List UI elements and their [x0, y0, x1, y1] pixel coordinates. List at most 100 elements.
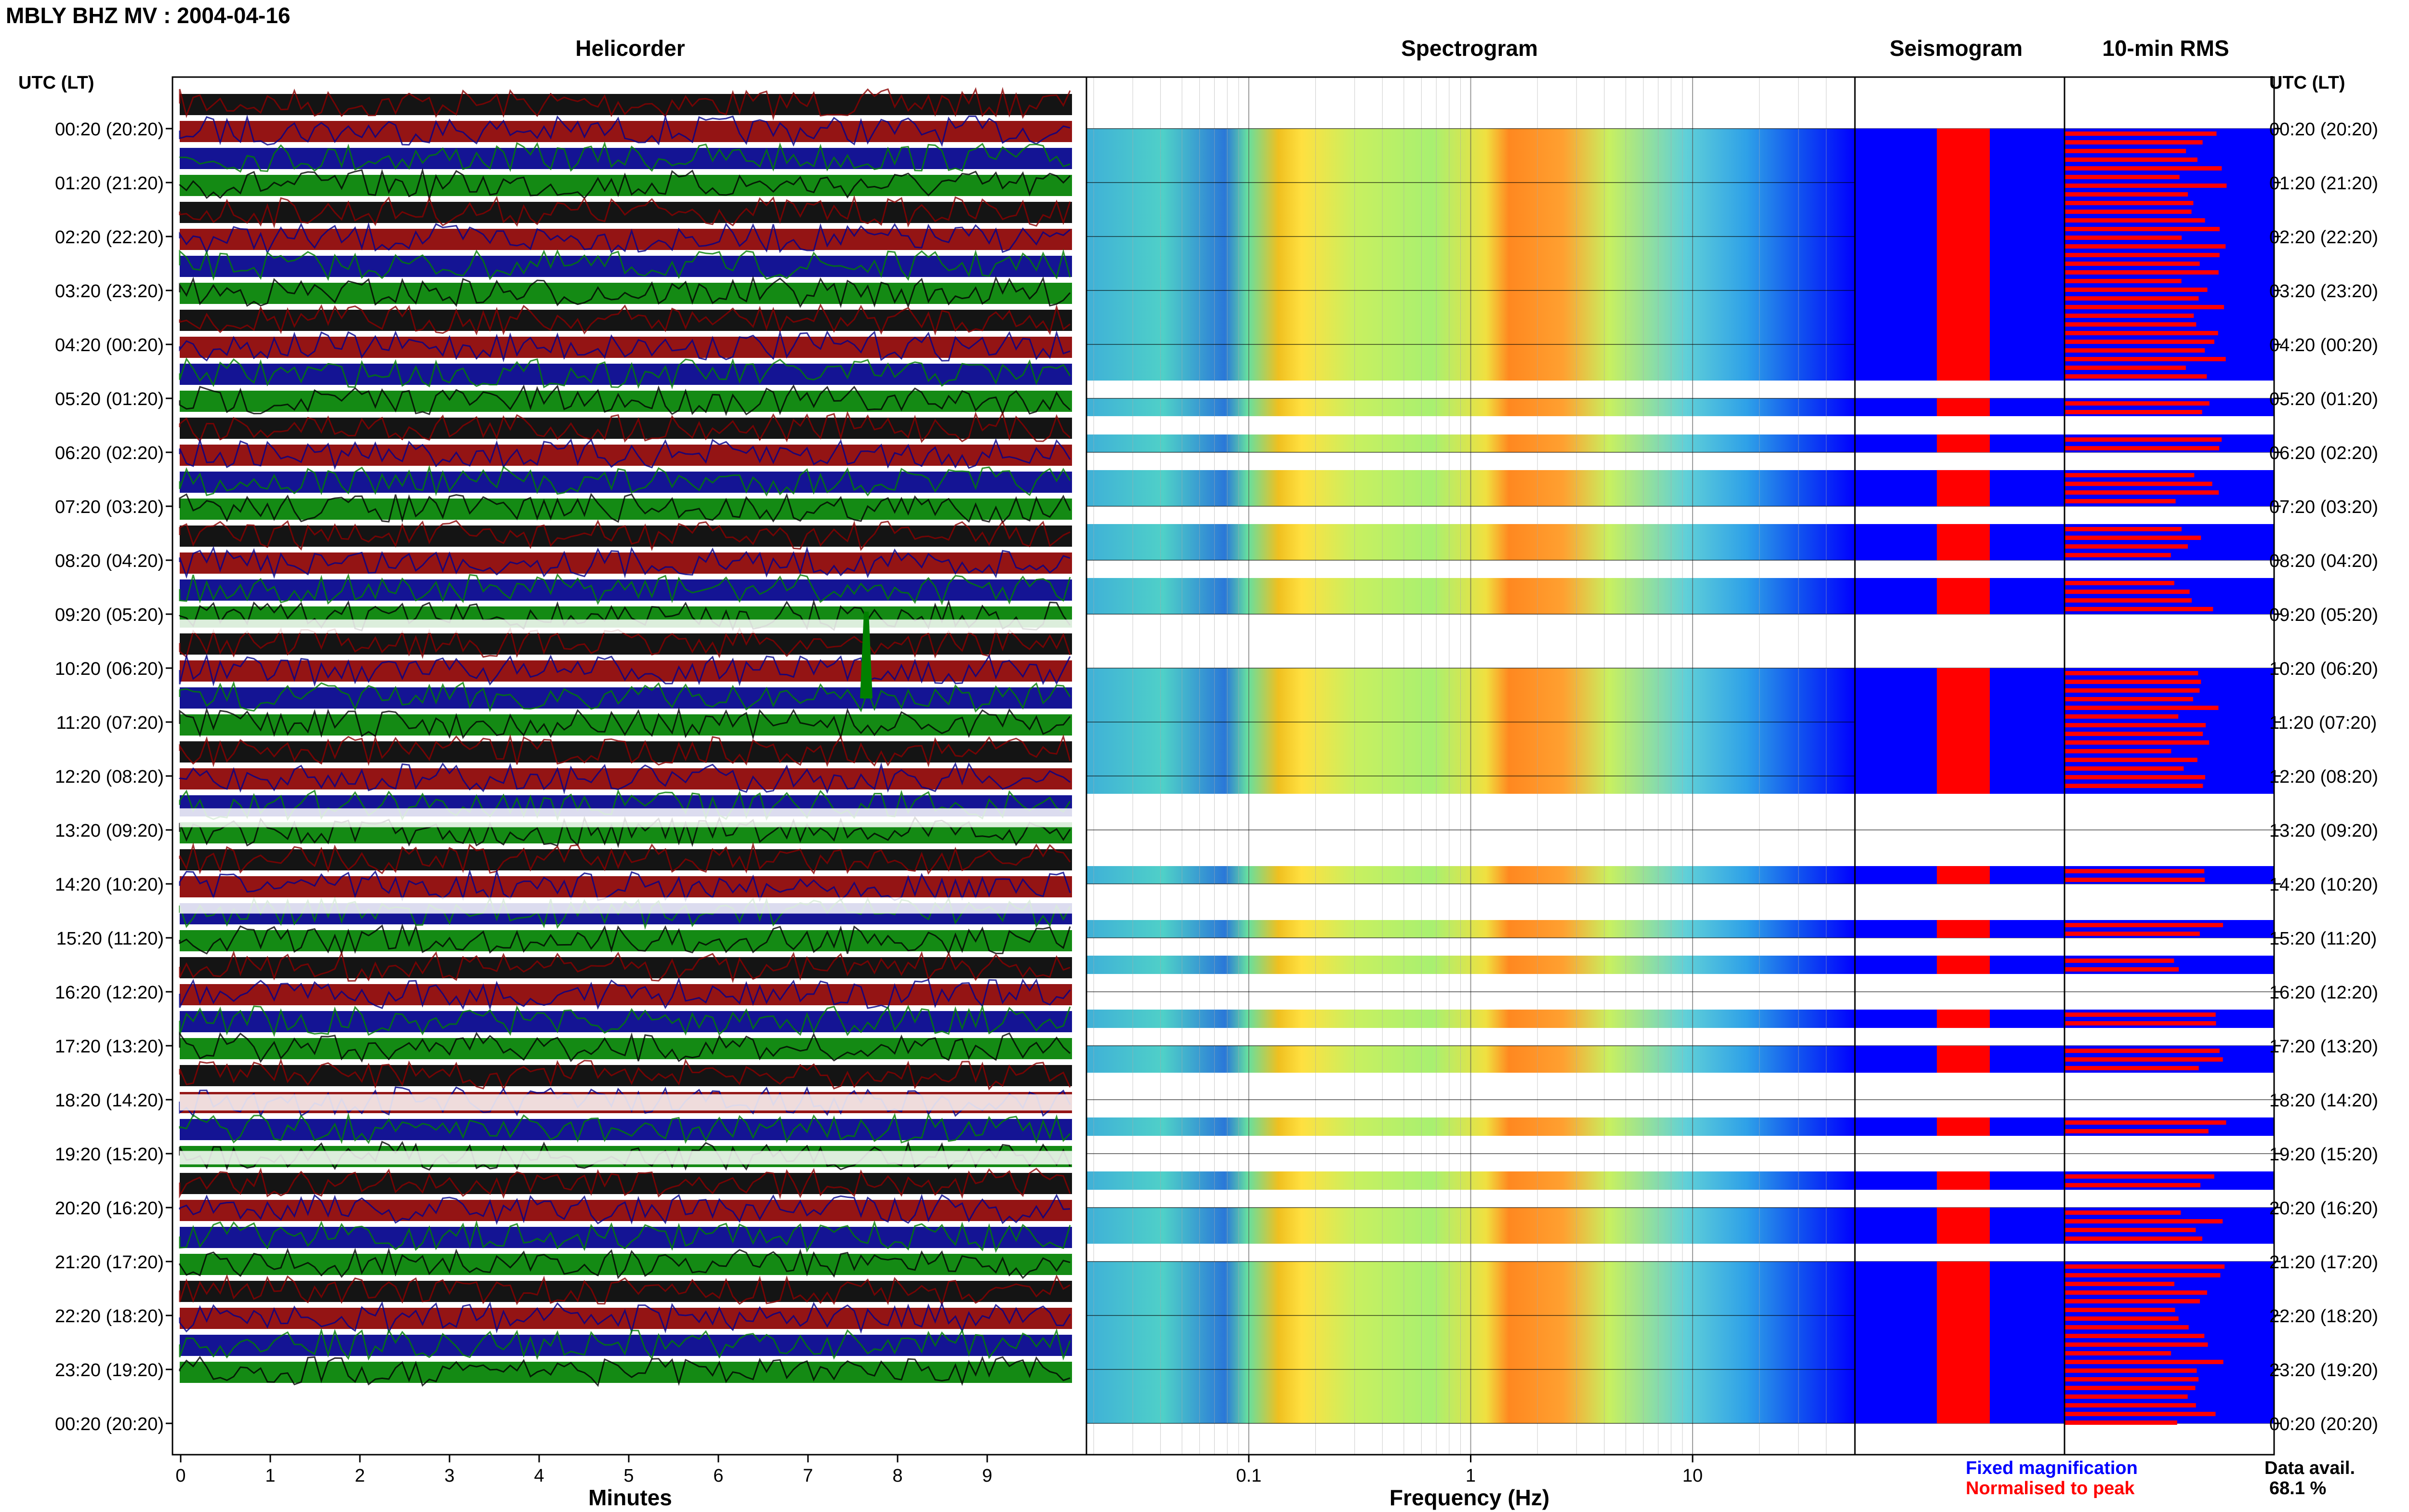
rms-bar — [2065, 210, 2192, 214]
time-label-left: 18:20 (14:20) — [55, 1091, 164, 1111]
time-label-right: 01:20 (21:20) — [2269, 173, 2378, 194]
time-label-right: 10:20 (06:20) — [2269, 659, 2378, 679]
time-label-left: 10:20 (06:20) — [55, 659, 164, 679]
rms-bar — [2065, 758, 2197, 762]
rms-bar — [2065, 775, 2205, 779]
legend-normalised-to-peak: Normalised to peak — [1966, 1478, 2135, 1499]
time-label-right: 06:20 (02:20) — [2269, 443, 2378, 463]
time-label-right: 12:20 (08:20) — [2269, 767, 2378, 787]
helicorder-tick-label: 0 — [175, 1466, 185, 1486]
helicorder-trace — [179, 519, 1072, 552]
rms-bar — [2065, 331, 2218, 335]
rms-bar — [2065, 526, 2182, 531]
helicorder-event-spike — [860, 611, 873, 699]
time-label-left: 19:20 (15:20) — [55, 1144, 164, 1165]
seismogram-block — [1855, 1117, 2065, 1136]
helicorder-trace — [179, 222, 1072, 255]
rms-bar — [2065, 878, 2205, 882]
spectrogram-panel — [1085, 76, 2274, 1456]
time-label-right: 08:20 (04:20) — [2269, 551, 2378, 571]
rms-bar — [2065, 1183, 2201, 1187]
rms-bar — [2065, 253, 2220, 257]
helicorder-trace — [179, 114, 1072, 147]
time-label-right: 00:20 (20:20) — [2269, 119, 2378, 140]
helicorder-trace — [179, 464, 1072, 497]
rms-bar — [2065, 1386, 2196, 1390]
time-label-left: 11:20 (07:20) — [56, 713, 164, 733]
rms-bar — [2065, 236, 2182, 240]
time-axis-labels: 00:20 (20:20) 00:20 (20:20) 01:20 (21:20) 0… — [55, 119, 2378, 1434]
rms-bar — [2065, 184, 2227, 188]
rms-bar — [2065, 1377, 2199, 1381]
time-label-left: 04:20 (00:20) — [55, 335, 164, 355]
time-label-right: 02:20 (22:20) — [2269, 227, 2378, 248]
helicorder-x-axis: 0 1 2 3 4 5 6 7 8 9 — [175, 1455, 993, 1486]
seismogram-block — [1855, 1262, 2065, 1423]
rms-bar — [2065, 580, 2174, 585]
rms-bar — [2065, 714, 2179, 719]
rms-bar — [2065, 401, 2210, 406]
helicorder-trace — [179, 1220, 1072, 1253]
rms-bar — [2065, 740, 2210, 745]
seismogram-block — [1855, 1171, 2065, 1190]
rms-bar — [2065, 1342, 2208, 1347]
helicorder-trace — [179, 1031, 1072, 1063]
station-title: MBLY BHZ MV : 2004-04-16 — [6, 3, 291, 28]
rms-bar — [2065, 1228, 2196, 1232]
rms-bar — [2065, 270, 2219, 275]
rms-bar — [2065, 357, 2226, 361]
rms-bar — [2065, 1066, 2199, 1070]
helicorder-trace — [179, 357, 1072, 390]
rms-bar — [2065, 1299, 2200, 1303]
helicorder-trace — [179, 1058, 1072, 1091]
rms-bar — [2065, 1403, 2196, 1407]
helicorder-trace — [179, 734, 1072, 768]
time-label-left: 07:20 (03:20) — [55, 497, 164, 517]
rms-bar — [2065, 1210, 2181, 1215]
rms-bar — [2065, 932, 2200, 936]
helicorder-trace — [179, 493, 1072, 524]
rms-bar — [2065, 140, 2203, 145]
helicorder-trace — [179, 1355, 1072, 1387]
rms-bar — [2065, 766, 2184, 771]
rms-bar — [2065, 1129, 2209, 1133]
helicorder-tick-label: 1 — [265, 1466, 275, 1486]
rms-frame — [2064, 76, 2275, 1456]
helicorder-trace — [179, 410, 1072, 443]
helicorder-trace — [179, 653, 1072, 687]
time-label-left: 03:20 (23:20) — [55, 281, 164, 302]
helicorder-trace — [179, 977, 1072, 1011]
time-label-right: 13:20 (09:20) — [2269, 821, 2378, 841]
rms-bar — [2065, 473, 2195, 477]
rms-bar — [2065, 131, 2217, 136]
time-label-left: 21:20 (17:20) — [55, 1252, 164, 1273]
rms-bar — [2065, 481, 2212, 486]
time-label-left: 16:20 (12:20) — [55, 983, 164, 1003]
rms-title: 10-min RMS — [2102, 36, 2229, 61]
rms-bar — [2065, 1057, 2223, 1062]
time-label-left: 09:20 (05:20) — [55, 605, 164, 625]
rms-bar — [2065, 1012, 2216, 1017]
time-label-left: 01:20 (21:20) — [55, 173, 164, 194]
time-label-left: 23:20 (19:20) — [55, 1360, 164, 1381]
rms-bar — [2065, 314, 2194, 318]
helicorder-trace — [179, 437, 1072, 470]
helicorder-background — [172, 77, 1086, 1455]
rms-bar — [2065, 544, 2188, 549]
seismogram-title: Seismogram — [1890, 36, 2023, 61]
time-label-left: 08:20 (04:20) — [55, 551, 164, 571]
rms-bar — [2065, 749, 2171, 753]
rms-bar — [2065, 1351, 2171, 1355]
helicorder-title: Helicorder — [575, 36, 685, 61]
rms-bar — [2065, 1316, 2179, 1321]
rms-bar — [2065, 535, 2201, 540]
rms-bar — [2065, 1264, 2225, 1269]
helicorder-trace — [179, 1112, 1072, 1144]
rms-bar — [2065, 149, 2186, 153]
time-label-right: 18:20 (14:20) — [2269, 1091, 2378, 1111]
time-label-right: 23:20 (19:20) — [2269, 1360, 2378, 1381]
rms-bar — [2065, 869, 2205, 874]
helicorder-trace — [179, 167, 1072, 202]
time-label-right: 17:20 (13:20) — [2269, 1037, 2378, 1057]
helicorder-trace — [179, 868, 1072, 902]
